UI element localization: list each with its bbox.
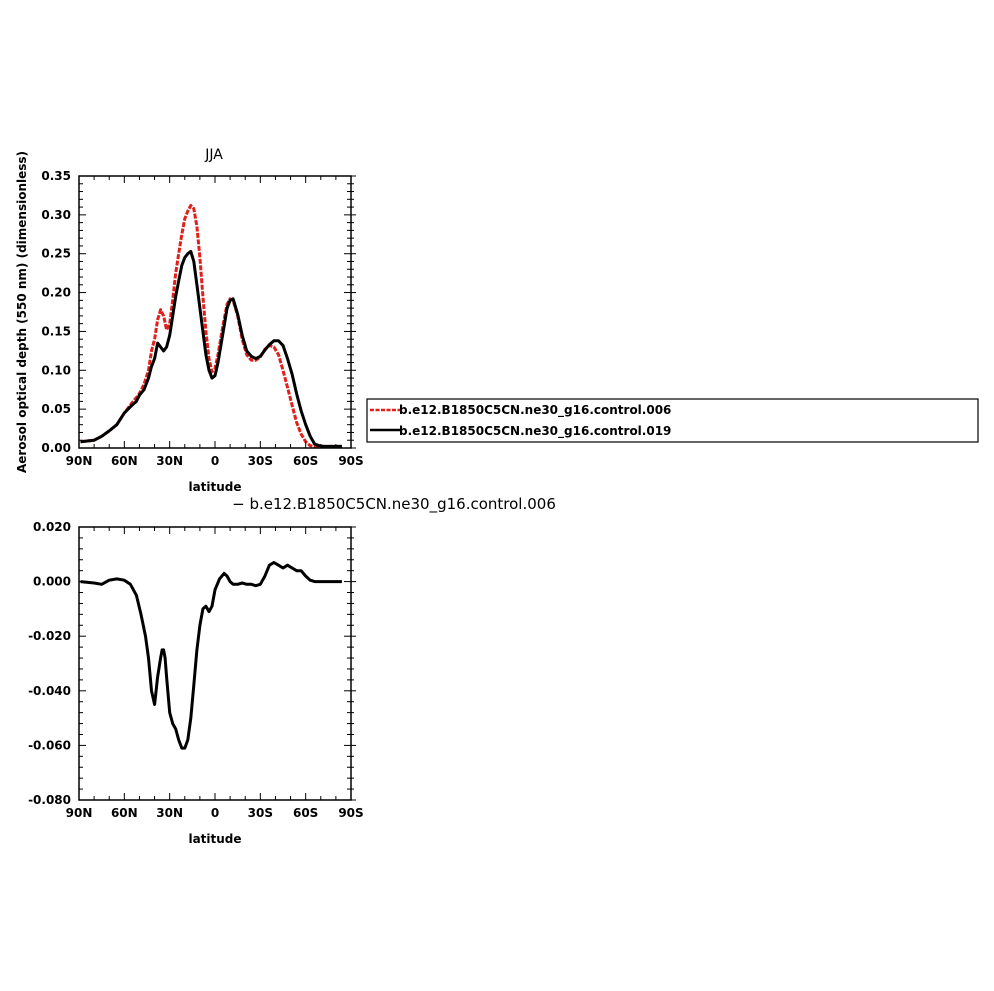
plot-frame	[78, 526, 352, 801]
plot-frame	[78, 175, 352, 449]
chart-title: JJA	[204, 147, 223, 163]
x-axis-label: latitude	[188, 480, 241, 494]
x-tick-label: 90S	[338, 454, 363, 468]
x-tick-label: 60S	[293, 454, 318, 468]
x-tick-label: 90N	[66, 806, 93, 820]
y-tick-label: 0.20	[41, 286, 71, 300]
x-tick-label: 30S	[248, 454, 273, 468]
x-tick-label: 30S	[248, 806, 273, 820]
y-axis-label: Aerosol optical depth (550 nm) (dimensio…	[15, 151, 29, 473]
y-tick-label: 0.15	[41, 324, 71, 338]
y-tick-label: 0.05	[41, 402, 71, 416]
y-tick-label: -0.020	[28, 629, 71, 643]
y-tick-label: -0.060	[28, 738, 71, 752]
y-tick-label: -0.040	[28, 684, 71, 698]
y-tick-label: 0.30	[41, 208, 71, 222]
x-tick-label: 90N	[66, 454, 93, 468]
y-tick-label: 0.10	[41, 363, 71, 377]
x-axis-label: latitude	[188, 832, 241, 846]
x-tick-label: 30N	[156, 454, 183, 468]
legend-label-series-2: b.e12.B1850C5CN.ne30_g16.control.019	[399, 424, 671, 439]
legend-box	[366, 398, 979, 443]
aod-chart: JJA Aerosol optical depth (550 nm) (dime…	[15, 147, 364, 494]
y-tick-label: 0.00	[41, 441, 71, 455]
series-line-2	[80, 249, 342, 448]
x-tick-label: 60N	[111, 454, 138, 468]
y-tick-label: 0.35	[41, 169, 71, 183]
y-tick-label: 0.25	[41, 247, 71, 261]
x-tick-label: 0	[211, 806, 219, 820]
x-tick-label: 30N	[156, 806, 183, 820]
series-line-1	[80, 204, 342, 448]
series-line-1	[80, 561, 342, 750]
legend-label-series-1: b.e12.B1850C5CN.ne30_g16.control.006	[399, 403, 671, 418]
legend: b.e12.B1850C5CN.ne30_g16.control.006 b.e…	[366, 398, 979, 443]
x-tick-label: 0	[211, 454, 219, 468]
y-tick-label: -0.080	[28, 793, 71, 807]
difference-title: − b.e12.B1850C5CN.ne30_g16.control.006	[232, 495, 556, 514]
y-tick-label: 0.000	[33, 575, 71, 589]
x-tick-label: 60N	[111, 806, 138, 820]
x-tick-label: 60S	[293, 806, 318, 820]
y-tick-label: 0.020	[33, 520, 71, 534]
difference-chart: − b.e12.B1850C5CN.ne30_g16.control.006 l…	[28, 495, 556, 846]
x-tick-label: 90S	[338, 806, 363, 820]
